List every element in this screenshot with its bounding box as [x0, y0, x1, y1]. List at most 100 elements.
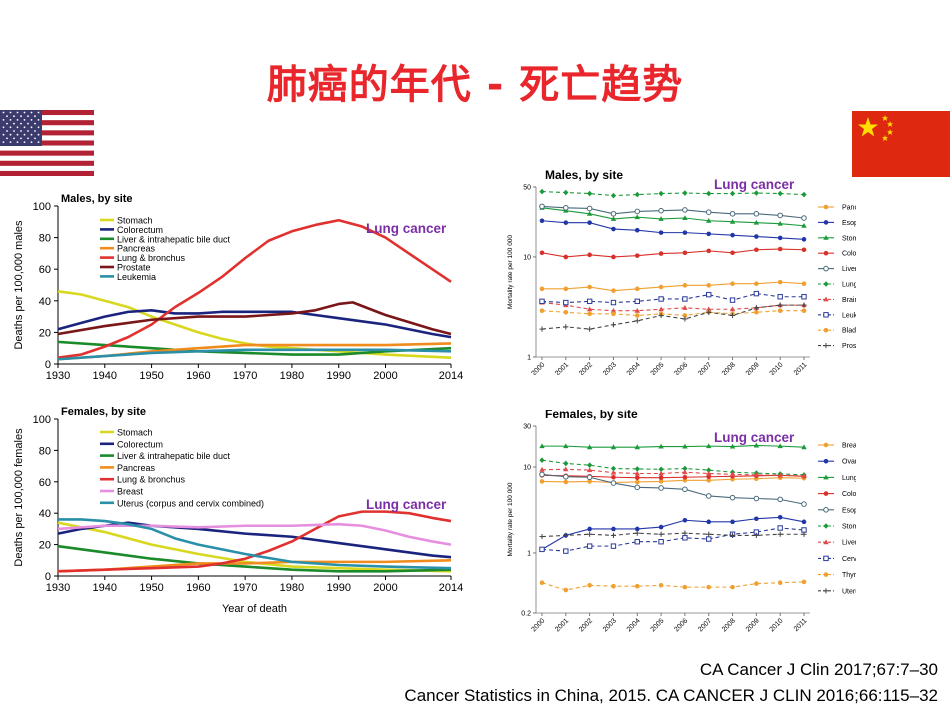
cn-males-point-leukemia	[586, 298, 593, 305]
cn-males-series-pancreas	[539, 279, 807, 293]
cn-males-point-esophagus	[682, 230, 688, 235]
cn-males-legend-marker-brain-cns	[823, 296, 829, 302]
cn-males-point-prostate	[729, 312, 736, 319]
cn-females-legend-marker-colorectum	[823, 491, 829, 496]
cn-males-point-lung	[587, 190, 593, 197]
cn-females-series-uterus	[539, 530, 807, 540]
us-females-ylabel: Deaths per 100,000 females	[13, 428, 25, 567]
cn-females-ytick-label: 0.2	[521, 611, 531, 618]
cn-females-point-ovary	[777, 514, 783, 520]
cn-females-legend-marker-lung	[823, 474, 829, 480]
cn-females-series-liver	[539, 466, 807, 478]
cn-females-legend-label-thyroid: Thyroid	[842, 572, 856, 579]
cn-females-point-ovary	[587, 526, 592, 532]
cn-females-point-liver	[753, 472, 760, 477]
cn-females-point-cervix	[586, 543, 593, 549]
cn-males-legend-label-pancreas: Pancreas	[842, 205, 856, 212]
us-females-series-breast	[57, 522, 452, 546]
cn-females-point-esophagus	[777, 496, 783, 503]
cn-females-point-esophagus	[563, 473, 569, 480]
cn-males-point-prostate	[563, 324, 569, 330]
cn-males-point-liver	[729, 210, 736, 217]
cn-males-series-prostate	[539, 302, 807, 332]
cn-males-point-prostate	[706, 309, 712, 315]
cn-females-point-thyroid	[563, 587, 569, 593]
cn-females-point-cervix	[539, 546, 545, 553]
cn-males-point-lung	[706, 190, 712, 197]
cn-females-point-stomach	[587, 462, 593, 468]
cn-females-point-thyroid	[754, 581, 759, 586]
cn-males-point-esophagus	[777, 235, 783, 241]
cn-males-xtick-label: 2003	[602, 361, 618, 375]
cn-males-series-colorectum	[539, 246, 807, 260]
cn-females-point-uterus	[706, 531, 712, 537]
us-females-xtick-label: 2014	[439, 582, 463, 594]
cn-females-point-thyroid	[801, 579, 807, 585]
cn-males-point-lung	[634, 191, 640, 198]
cn-females-point-lung	[777, 443, 783, 449]
us-males-ytick-label: 100	[33, 201, 51, 213]
cn-females-legend-label-lung: Lung	[842, 475, 856, 482]
cn-females-legend-label-cervix: Cervix	[842, 556, 856, 563]
cn-females-point-esophagus	[705, 493, 712, 499]
cn-males-point-colorectum	[682, 250, 688, 256]
cn-males-legend-marker-prostate	[823, 343, 829, 349]
cn-males-xtick-label: 2008	[721, 361, 737, 375]
cn-males-point-pancreas	[539, 286, 545, 292]
cn-females-point-lung	[563, 443, 569, 449]
us-females-ytick-label: 60	[39, 477, 51, 489]
us-males-ytick-label: 0	[45, 359, 51, 371]
cn-females-lung-cancer-annotation: Lung cancer	[714, 430, 795, 445]
cn-females-point-uterus	[658, 531, 664, 537]
us-males-legend-label-lung-bronchus: Lung & bronchus	[117, 253, 186, 263]
us-males-xtick-label: 1970	[233, 370, 257, 382]
cn-females-series-thyroid	[539, 579, 807, 593]
cn-females-legend-marker-ovary	[823, 458, 829, 464]
citation-china: Cancer Statistics in China, 2015. CA CAN…	[404, 686, 938, 705]
cn-males-point-esophagus	[634, 227, 640, 233]
cn-females-point-lung	[610, 444, 617, 450]
us-males-series-colorectum	[57, 308, 452, 339]
cn-males-point-prostate	[634, 318, 640, 324]
us-males-legend-label-pancreas: Pancreas	[117, 244, 156, 254]
cn-females-point-uterus	[777, 531, 783, 537]
cn-males-legend-marker-pancreas	[823, 204, 829, 210]
us-males-xtick-label: 2014	[439, 370, 463, 382]
cn-females-point-lung	[801, 444, 807, 450]
cn-males-point-prostate	[610, 322, 617, 328]
cn-males-point-brain-cns	[658, 306, 664, 312]
cn-females-point-cervix	[610, 543, 617, 549]
us-females-ytick-label: 20	[39, 540, 51, 552]
cn-females-legend-label-uterus: Uterus	[842, 588, 856, 595]
cn-males-lung-cancer-annotation: Lung cancer	[714, 177, 795, 192]
cn-females-point-ovary	[730, 519, 735, 525]
us-females-ytick-label: 40	[39, 508, 51, 520]
cn-females-point-colorectum	[706, 474, 712, 480]
cn-females-point-liver	[801, 472, 807, 478]
cn-females-line-ovary	[541, 516, 805, 550]
us-females-xtick-label: 1960	[186, 582, 210, 594]
cn-females-point-breast	[658, 479, 664, 484]
cn-females-point-cervix	[777, 525, 783, 531]
us-males-series-lung-bronchus	[57, 218, 452, 359]
cn-females-xtick-label: 2004	[626, 617, 642, 633]
cn-females-line-cervix	[541, 527, 805, 552]
cn-males-point-bladder	[611, 311, 616, 317]
cn-females-point-cervix	[563, 548, 569, 554]
cn-males-point-prostate	[753, 305, 759, 311]
cn-females-point-thyroid	[682, 584, 688, 590]
cn-females-point-thyroid	[539, 580, 545, 586]
cn-females-line-thyroid	[541, 581, 805, 591]
cn-females-point-uterus	[610, 532, 617, 538]
cn-females-point-liver	[610, 469, 617, 475]
cn-females-line-breast	[541, 477, 805, 484]
cn-males-point-leukemia	[753, 290, 760, 297]
us-females-legend-label-lung-bronchus: Lung & bronchus	[117, 475, 186, 485]
cn-females-point-lung	[658, 443, 664, 449]
us-females-legend-label-breast: Breast	[117, 487, 144, 497]
cn-females-series-cervix	[539, 525, 807, 554]
us-females-ytick-label: 100	[33, 414, 51, 426]
cn-males-point-lung	[610, 192, 617, 199]
cn-males-line-leukemia	[541, 293, 804, 304]
cn-females-ytick-label: 1	[527, 550, 531, 557]
